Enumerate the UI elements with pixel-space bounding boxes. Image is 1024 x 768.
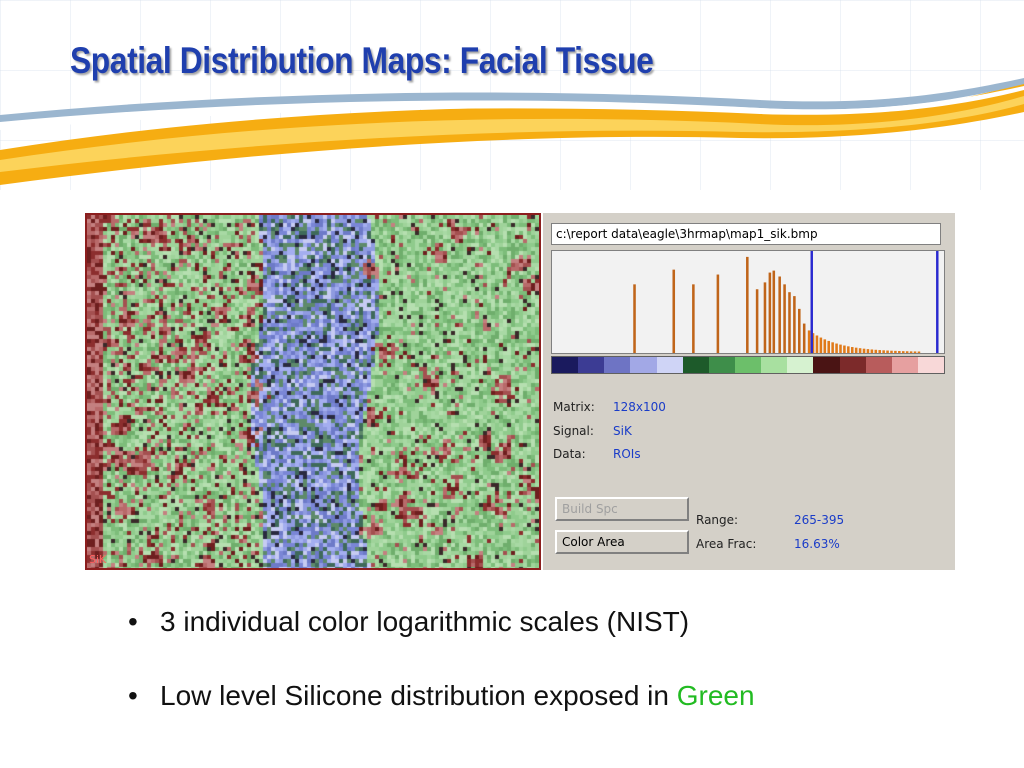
histogram-bar: [798, 308, 801, 353]
color-area-button[interactable]: Color Area: [555, 530, 689, 554]
software-screenshot: SiK c:\report data\eagle\3hrmap\map1_sik…: [85, 213, 955, 570]
spatial-distribution-map: SiK: [85, 213, 541, 570]
histogram-bar: [843, 345, 846, 353]
histogram-bar: [755, 289, 759, 353]
header-swoosh-decoration: [0, 78, 1024, 185]
histogram-bar: [890, 350, 893, 353]
bullet-dot: •: [128, 606, 138, 637]
histogram-bar: [850, 347, 854, 353]
histogram-bar: [831, 342, 834, 353]
bullet-item-silicone: • Low level Silicone distribution expose…: [128, 680, 755, 712]
histogram-bars: [633, 256, 921, 353]
histogram-bar: [768, 272, 772, 353]
histogram-bar: [913, 351, 917, 353]
histogram-bar: [746, 256, 749, 353]
range-value: 265-395: [794, 513, 845, 527]
histogram-bar: [862, 348, 866, 353]
area-frac-label: Area Frac:: [696, 537, 757, 551]
bullet-text: 3 individual color logarithmic scales (N…: [160, 606, 690, 637]
histogram-bar: [763, 282, 767, 353]
histogram-bar: [917, 351, 921, 353]
histogram-bar: [874, 349, 878, 353]
area-frac-value: 16.63%: [794, 537, 840, 551]
bullet-list: • 3 individual color logarithmic scales …: [128, 606, 755, 754]
histogram-bar: [788, 292, 791, 353]
histogram-bar: [901, 351, 905, 353]
color-scale-swatch: [604, 357, 631, 373]
color-scale-swatch: [734, 357, 762, 373]
histogram-bar: [854, 347, 858, 353]
histogram-bar: [823, 339, 827, 353]
bullet-highlight-green: Green: [676, 680, 755, 711]
histogram-bar: [716, 274, 720, 353]
color-scale-swatch: [813, 357, 840, 373]
color-scale-swatch: [708, 357, 735, 373]
color-scale-swatch: [578, 357, 605, 373]
signal-label: Signal:: [553, 424, 594, 438]
histogram-bar: [905, 351, 909, 353]
range-label: Range:: [696, 513, 739, 527]
histogram-bar: [870, 349, 874, 353]
color-scale-swatch: [865, 357, 892, 373]
matrix-label: Matrix:: [553, 400, 595, 414]
histogram-bar: [811, 333, 815, 353]
histogram-bar: [882, 350, 885, 353]
histogram-bar: [894, 350, 897, 353]
color-scale-swatch: [787, 357, 814, 373]
color-scale-swatch: [552, 357, 579, 373]
histogram-bar: [778, 276, 781, 353]
intensity-histogram[interactable]: [551, 250, 945, 354]
matrix-value: 128x100: [613, 400, 666, 414]
histogram-bar: [898, 351, 901, 353]
color-scale-swatch: [917, 357, 945, 373]
color-scale-swatch: [839, 357, 866, 373]
bullet-item-scales: • 3 individual color logarithmic scales …: [128, 606, 755, 638]
histogram-bar: [815, 335, 819, 353]
histogram-bar: [835, 343, 838, 353]
color-scale-swatch: [630, 357, 657, 373]
histogram-bar: [772, 270, 776, 353]
build-spc-button[interactable]: Build Spc: [555, 497, 689, 521]
analysis-control-panel: c:\report data\eagle\3hrmap\map1_sik.bmp…: [543, 213, 955, 570]
histogram-bar: [909, 351, 913, 353]
slide-title: Spatial Distribution Maps: Facial Tissue: [70, 40, 654, 81]
histogram-bar: [847, 346, 850, 353]
bullet-text-prefix: Low level Silicone distribution exposed …: [160, 680, 677, 711]
file-path-field[interactable]: c:\report data\eagle\3hrmap\map1_sik.bmp: [551, 223, 941, 245]
histogram-bar: [783, 284, 786, 353]
histogram-bar: [878, 350, 881, 353]
bullet-dot: •: [128, 680, 138, 711]
map-pixel-canvas: [87, 215, 539, 568]
color-scale-bar: [551, 356, 945, 374]
color-scale-swatch: [656, 357, 683, 373]
histogram-bar: [886, 350, 889, 353]
color-scale-swatch: [891, 357, 918, 373]
histogram-bar: [839, 344, 842, 353]
histogram-bar: [819, 337, 823, 353]
histogram-bar: [692, 284, 695, 353]
signal-value: SiK: [613, 424, 632, 438]
histogram-bar: [858, 348, 862, 353]
histogram-bar: [672, 269, 676, 353]
histogram-bar: [802, 323, 806, 353]
histogram-bar: [793, 296, 796, 353]
data-label: Data:: [553, 447, 586, 461]
map-corner-label: SiK: [89, 553, 107, 566]
data-value: ROIs: [613, 447, 641, 461]
histogram-bar: [633, 284, 636, 353]
histogram-bar: [866, 349, 870, 353]
histogram-bar: [827, 340, 830, 353]
color-scale-swatch: [682, 357, 709, 373]
color-scale-swatch: [761, 357, 788, 373]
histogram-bar: [807, 330, 811, 353]
